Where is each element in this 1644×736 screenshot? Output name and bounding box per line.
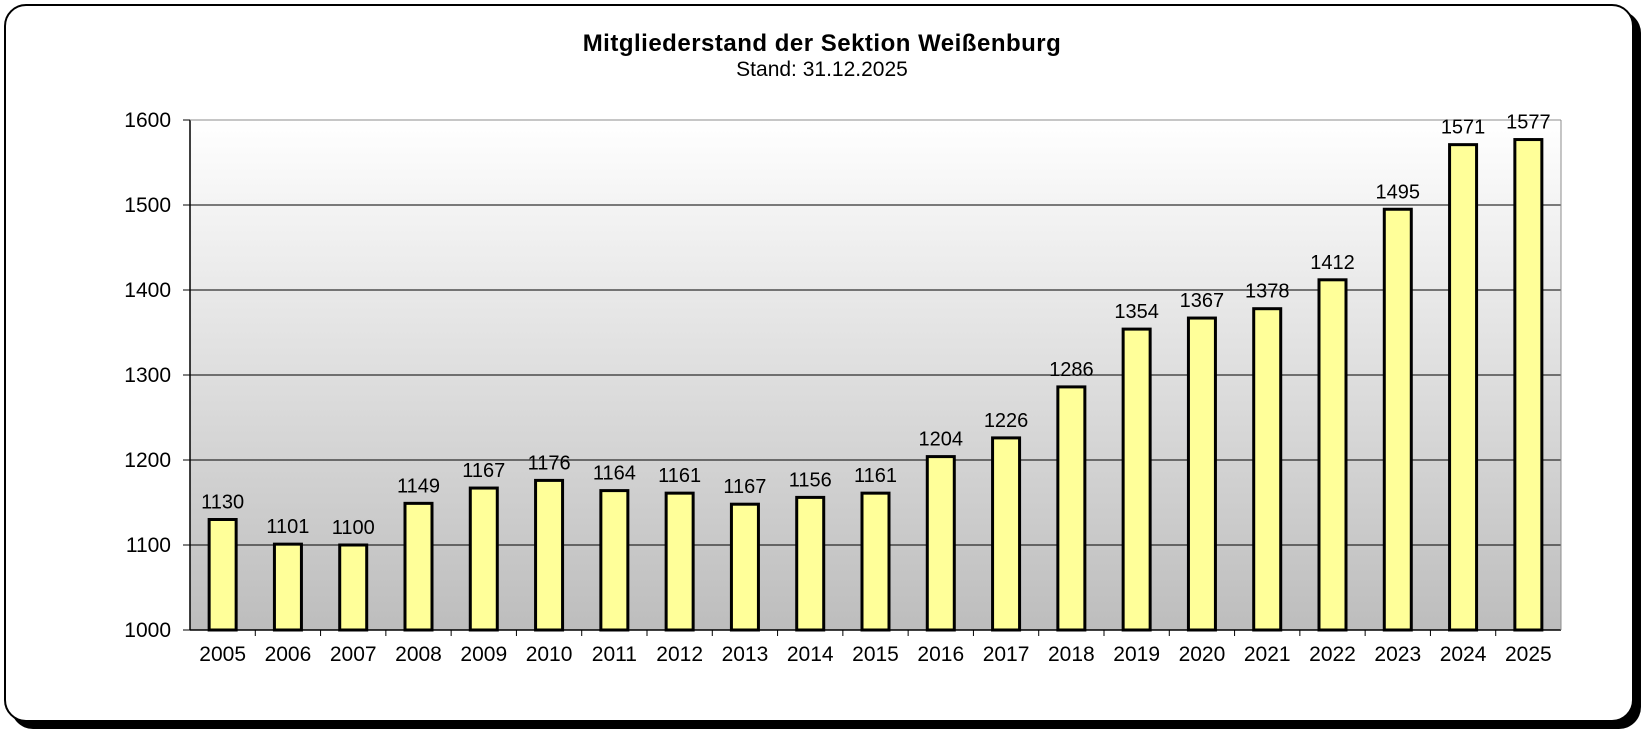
- bar-2024: [1448, 143, 1479, 632]
- x-tick-label-2009: 2009: [460, 643, 507, 666]
- data-label-2025: 1577: [1506, 112, 1551, 134]
- x-tick-label-2019: 2019: [1113, 643, 1160, 666]
- x-tick-label-2017: 2017: [983, 643, 1030, 666]
- data-label-2007: 1100: [332, 517, 375, 539]
- x-tick-label-2025: 2025: [1505, 643, 1552, 666]
- y-axis-ticks: 1000 1100 1200 1300 1400 1500 1600: [124, 109, 190, 642]
- data-label-2020: 1367: [1180, 290, 1225, 312]
- data-label-2005: 1130: [201, 492, 244, 514]
- bar-2022: [1317, 278, 1348, 632]
- x-tick-label-2007: 2007: [330, 643, 377, 666]
- bar-2010: [534, 478, 565, 632]
- data-labels: 1130 1101 1100 1149 1167 1176 1164 1161 1167 1156…: [201, 112, 1550, 539]
- bar-2007: [338, 543, 369, 632]
- y-tick-label: 1600: [124, 109, 171, 132]
- y-tick-label: 1500: [124, 194, 171, 217]
- data-label-2018: 1286: [1049, 359, 1094, 381]
- bar-2021: [1252, 307, 1283, 632]
- bar-2005: [207, 518, 238, 632]
- data-label-2017: 1226: [984, 410, 1029, 432]
- bar-2008: [403, 501, 434, 632]
- bar-2019: [1121, 327, 1152, 632]
- bar-2009: [468, 486, 499, 632]
- data-label-2023: 1495: [1376, 181, 1421, 203]
- y-tick-label: 1400: [124, 279, 171, 302]
- data-label-2009: 1167: [462, 460, 505, 482]
- y-tick-label: 1200: [124, 449, 171, 472]
- x-tick-label-2023: 2023: [1374, 643, 1421, 666]
- bar-2014: [795, 495, 826, 632]
- x-axis-ticks: 2005 2006 2007 2008 2009 2010 2011 2012 2013 2014…: [199, 630, 1552, 666]
- bar-2016: [925, 455, 956, 632]
- y-tick-label: 1100: [126, 534, 171, 557]
- x-tick-label-2008: 2008: [395, 643, 442, 666]
- x-tick-label-2015: 2015: [852, 643, 899, 666]
- bar-2023: [1382, 207, 1413, 632]
- data-label-2022: 1412: [1310, 252, 1355, 274]
- x-tick-label-2014: 2014: [787, 643, 834, 666]
- chart-subtitle: Stand: 31.12.2025: [736, 58, 908, 81]
- data-label-2006: 1101: [266, 516, 309, 538]
- data-label-2014: 1156: [789, 469, 832, 491]
- x-tick-label-2022: 2022: [1309, 643, 1356, 666]
- data-label-2008: 1149: [397, 475, 440, 497]
- bar-2012: [664, 491, 695, 632]
- data-label-2024: 1571: [1441, 117, 1486, 139]
- x-tick-label-2018: 2018: [1048, 643, 1095, 666]
- data-label-2021: 1378: [1245, 281, 1290, 303]
- data-label-2019: 1354: [1114, 301, 1159, 323]
- data-label-2012: 1161: [658, 465, 701, 487]
- x-tick-label-2005: 2005: [199, 643, 246, 666]
- x-tick-label-2006: 2006: [265, 643, 312, 666]
- bar-2011: [599, 489, 630, 632]
- x-tick-label-2021: 2021: [1244, 643, 1291, 666]
- bar-2013: [729, 502, 760, 632]
- bar-2006: [272, 542, 303, 632]
- bar-2025: [1513, 138, 1544, 632]
- x-tick-label-2024: 2024: [1440, 643, 1487, 666]
- bars: [207, 138, 1544, 632]
- bar-2015: [860, 491, 891, 632]
- chart-title: Mitgliederstand der Sektion Weißenburg: [582, 30, 1062, 57]
- x-tick-label-2011: 2011: [592, 643, 637, 666]
- x-tick-label-2010: 2010: [526, 643, 573, 666]
- data-label-2013: 1167: [723, 476, 766, 498]
- x-tick-label-2012: 2012: [656, 643, 703, 666]
- data-label-2011: 1164: [593, 463, 636, 485]
- bar-2020: [1186, 316, 1217, 632]
- y-tick-label: 1300: [124, 364, 171, 387]
- x-tick-label-2016: 2016: [917, 643, 964, 666]
- data-label-2016: 1204: [919, 429, 964, 451]
- bar-2017: [991, 436, 1022, 632]
- bar-2018: [1056, 385, 1087, 632]
- x-tick-label-2013: 2013: [722, 643, 769, 666]
- data-label-2010: 1176: [528, 452, 571, 474]
- y-tick-label: 1000: [124, 619, 171, 642]
- data-label-2015: 1161: [854, 465, 897, 487]
- x-tick-label-2020: 2020: [1179, 643, 1226, 666]
